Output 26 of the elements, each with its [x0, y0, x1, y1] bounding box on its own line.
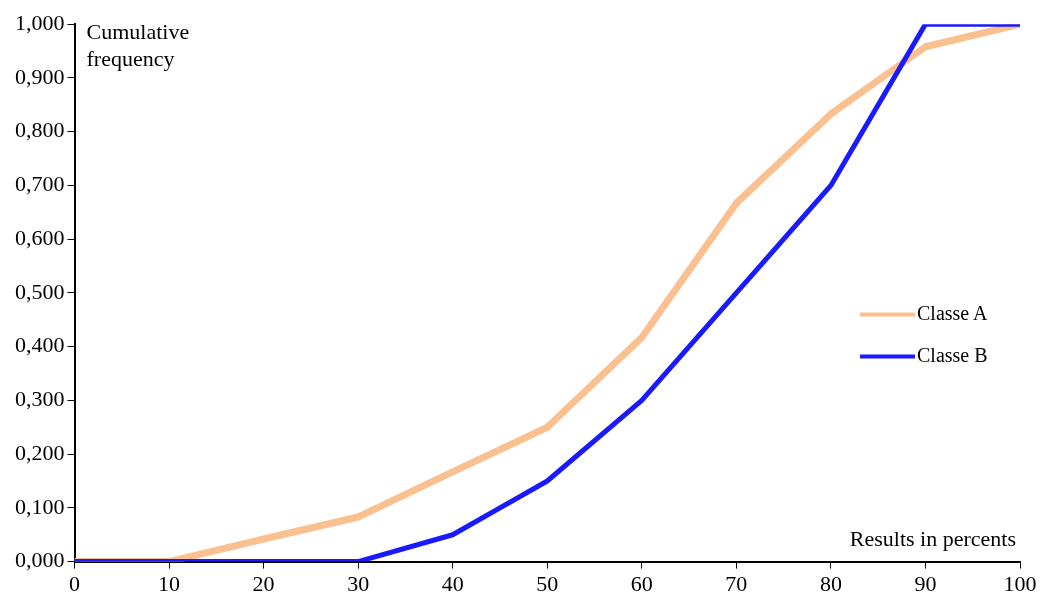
x-tick-label: 100: [1003, 570, 1037, 596]
legend-label: Classe B: [917, 343, 988, 366]
x-tick-label: 80: [819, 570, 842, 596]
y-tick-label: 1,000: [15, 9, 65, 35]
x-tick-label: 20: [252, 570, 275, 596]
y-tick-label: 0,300: [15, 386, 65, 412]
y-tick-label: 0,200: [15, 439, 65, 465]
y-tick-label: 0,400: [15, 332, 65, 358]
y-tick-label: 0,800: [15, 117, 65, 143]
x-tick-label: 90: [914, 570, 937, 596]
y-tick-label: 0,600: [15, 224, 65, 250]
x-tick-label: 10: [158, 570, 181, 596]
y-tick-label: 0,900: [15, 63, 65, 89]
legend-label: Classe A: [917, 301, 989, 324]
x-tick-label: 70: [725, 570, 748, 596]
y-axis-title: Cumulative frequency: [86, 18, 190, 71]
x-tick-label: 0: [69, 570, 80, 596]
y-tick-label: 0,500: [15, 278, 65, 304]
x-tick-label: 40: [441, 570, 464, 596]
y-tick-label: 0,000: [15, 547, 65, 573]
y-tick-label: 0,700: [15, 171, 65, 197]
x-axis-title: Results in percents: [849, 526, 1016, 552]
x-tick-label: 30: [347, 570, 370, 596]
x-tick-label: 60: [630, 570, 653, 596]
x-tick-label: 50: [536, 570, 559, 596]
y-tick-label: 0,100: [15, 493, 65, 519]
